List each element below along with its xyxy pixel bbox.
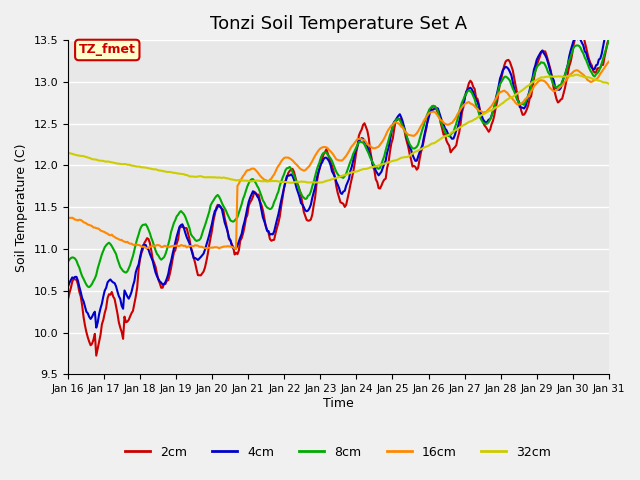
2cm	[101, 310, 109, 316]
16cm	[99, 229, 107, 235]
Legend: 2cm, 4cm, 8cm, 16cm, 32cm: 2cm, 4cm, 8cm, 16cm, 32cm	[120, 441, 556, 464]
4cm	[605, 18, 612, 24]
Text: TZ_fmet: TZ_fmet	[79, 44, 136, 57]
8cm	[605, 38, 612, 44]
16cm	[64, 215, 72, 220]
2cm	[604, 40, 611, 46]
2cm	[83, 329, 90, 335]
2cm	[605, 36, 612, 42]
32cm	[605, 81, 612, 87]
X-axis label: Time: Time	[323, 397, 354, 410]
4cm	[451, 132, 459, 138]
16cm	[605, 59, 612, 65]
2cm	[92, 353, 100, 359]
32cm	[83, 154, 90, 160]
16cm	[83, 221, 90, 227]
4cm	[92, 325, 100, 331]
2cm	[64, 296, 72, 302]
4cm	[531, 62, 539, 68]
16cm	[451, 116, 459, 122]
Y-axis label: Soil Temperature (C): Soil Temperature (C)	[15, 143, 28, 272]
8cm	[451, 125, 459, 131]
Title: Tonzi Soil Temperature Set A: Tonzi Soil Temperature Set A	[210, 15, 467, 33]
Line: 2cm: 2cm	[68, 27, 609, 356]
8cm	[344, 167, 351, 173]
16cm	[232, 246, 240, 252]
8cm	[602, 47, 610, 52]
Line: 32cm: 32cm	[68, 75, 609, 183]
Line: 16cm: 16cm	[68, 62, 609, 249]
4cm	[83, 309, 90, 314]
32cm	[604, 80, 611, 86]
4cm	[344, 180, 351, 185]
4cm	[602, 31, 610, 36]
32cm	[451, 128, 459, 133]
2cm	[451, 144, 459, 150]
8cm	[101, 244, 109, 250]
8cm	[531, 68, 539, 74]
8cm	[64, 259, 72, 264]
2cm	[575, 24, 583, 30]
4cm	[64, 284, 72, 289]
32cm	[289, 180, 296, 186]
32cm	[344, 171, 351, 177]
2cm	[531, 68, 539, 74]
Line: 4cm: 4cm	[68, 21, 609, 328]
32cm	[99, 158, 107, 164]
2cm	[344, 196, 351, 202]
8cm	[83, 282, 90, 288]
32cm	[531, 78, 539, 84]
Line: 8cm: 8cm	[68, 41, 609, 287]
8cm	[85, 284, 93, 290]
4cm	[101, 288, 109, 293]
16cm	[344, 151, 351, 156]
32cm	[64, 150, 72, 156]
16cm	[602, 62, 610, 68]
16cm	[531, 82, 539, 87]
32cm	[572, 72, 580, 78]
